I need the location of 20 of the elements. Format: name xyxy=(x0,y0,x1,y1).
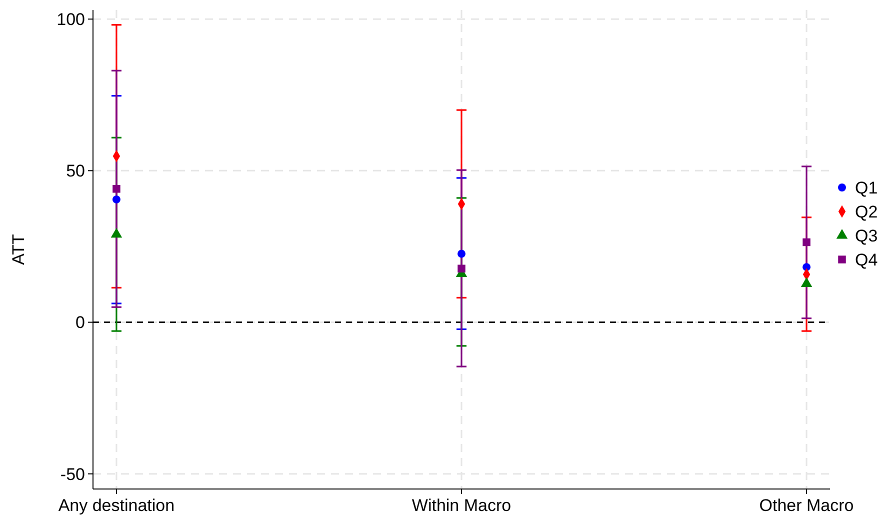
point xyxy=(802,263,811,272)
point xyxy=(800,277,812,288)
point xyxy=(110,228,122,238)
point xyxy=(458,250,466,258)
point xyxy=(458,264,466,272)
y-tick-label: -50 xyxy=(60,464,85,484)
y-tick-label: 0 xyxy=(76,313,85,332)
legend-label: Q3 xyxy=(855,226,878,246)
legend-label: Q2 xyxy=(855,202,878,222)
point xyxy=(802,238,810,246)
x-tick-label: Other Macro xyxy=(759,496,854,515)
legend-label: Q4 xyxy=(855,250,878,270)
y-tick-label: 50 xyxy=(66,162,85,181)
x-tick-label: Within Macro xyxy=(412,496,512,515)
legend-label: Q1 xyxy=(855,178,878,198)
point xyxy=(112,195,120,204)
x-tick-label: Any destination xyxy=(58,496,175,515)
y-axis-title: ATT xyxy=(9,234,28,265)
y-tick-label: 100 xyxy=(56,10,85,30)
point xyxy=(112,184,120,193)
